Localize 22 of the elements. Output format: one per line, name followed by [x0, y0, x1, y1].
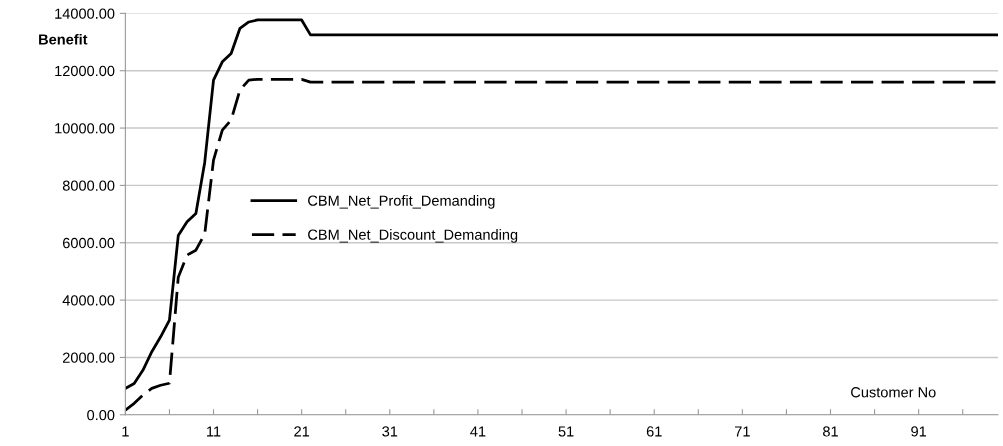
y-axis-title: Benefit — [39, 33, 88, 45]
legend-label: CBM_Net_Profit_Demanding — [308, 195, 495, 209]
x-tick-label: 31 — [382, 426, 398, 437]
x-tick-label: 1 — [122, 426, 129, 437]
y-tick-label: 4000.00 — [62, 295, 115, 306]
x-tick-label: 21 — [294, 426, 310, 437]
x-tick-label: 71 — [735, 426, 750, 437]
x-tick-label: 91 — [911, 426, 927, 437]
x-tick-label: 11 — [207, 426, 221, 437]
y-tick-label: 6000.00 — [62, 237, 115, 249]
y-tick-label: 8000.00 — [62, 180, 115, 191]
x-tick-label: 61 — [646, 426, 662, 437]
legend-label: CBM_Net_Discount_Demanding — [308, 229, 518, 243]
x-tick-label: 41 — [470, 426, 486, 437]
y-tick-label: 2000.00 — [62, 352, 115, 363]
y-tick-label: 10000.00 — [55, 123, 115, 134]
x-tick-label: 51 — [558, 426, 574, 437]
x-axis-title: Customer No — [851, 387, 936, 398]
y-tick-label: 14000.00 — [55, 8, 115, 19]
x-tick-label: 81 — [823, 426, 838, 437]
y-tick-label: 12000.00 — [55, 65, 115, 77]
y-tick-label: 0.00 — [87, 409, 115, 421]
